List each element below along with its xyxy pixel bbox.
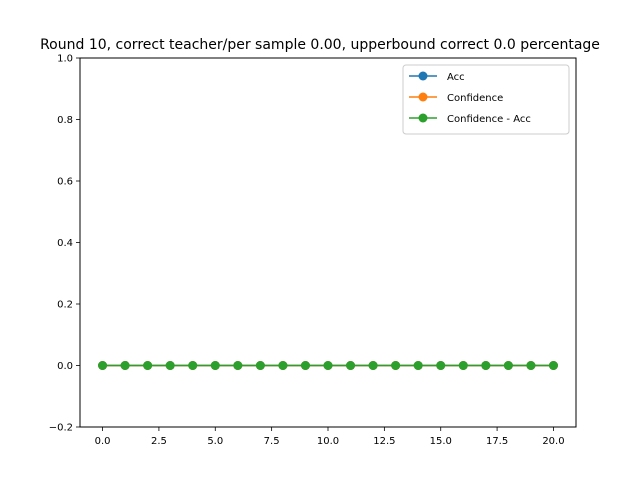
y-tick-label: 0.6 [57,177,73,188]
legend-item: Confidence [409,92,503,104]
data-point [323,361,333,370]
x-tick-label: 17.5 [486,436,508,447]
data-point [233,361,243,370]
y-tick-label: 0.0 [57,361,73,372]
plot-marks [98,361,558,370]
y-tick-label: 0.2 [57,300,73,311]
data-point [368,361,378,370]
data-point [278,361,288,370]
data-point [188,361,198,370]
x-tick-label: 20.0 [542,436,564,447]
legend-marker [418,113,428,123]
x-tick-label: 10.0 [317,436,339,447]
data-point [436,361,446,370]
data-point [413,361,423,370]
data-point [98,361,108,370]
data-point [526,361,536,370]
y-tick-label: 0.4 [57,238,73,249]
x-tick-label: 2.5 [151,436,167,447]
data-point [210,361,220,370]
chart-title: Round 10, correct teacher/per sample 0.0… [40,37,600,53]
y-axis: −0.2 0.0 0.2 0.4 0.6 0.8 1.0 [49,54,80,434]
legend-marker [418,71,428,81]
data-point [346,361,356,370]
legend: Acc Confidence Confidence - Acc [402,64,570,135]
data-point [255,361,265,370]
x-tick-label: 15.0 [430,436,452,447]
data-point [391,361,401,370]
data-point [120,361,130,370]
legend-item: Acc [409,71,465,83]
legend-item: Confidence - Acc [409,113,531,125]
series-2 [98,361,558,370]
legend-marker [418,92,428,102]
data-point [503,361,513,370]
y-tick-label: −0.2 [49,423,73,434]
x-tick-label: 12.5 [373,436,395,447]
legend-label: Acc [447,72,465,83]
data-point [143,361,153,370]
legend-label: Confidence - Acc [447,114,531,125]
data-point [300,361,310,370]
x-axis: 0.0 2.5 5.0 7.5 10.0 12.5 15.0 17.5 20.0 [95,427,565,447]
data-point [458,361,468,370]
legend-label: Confidence [447,93,503,104]
data-point [548,361,558,370]
data-point [481,361,491,370]
y-tick-label: 0.8 [57,115,73,126]
x-tick-label: 5.0 [207,436,223,447]
x-tick-label: 0.0 [95,436,111,447]
legend-box [402,64,570,135]
y-tick-label: 1.0 [57,54,73,65]
x-tick-label: 7.5 [264,436,280,447]
data-point [165,361,175,370]
